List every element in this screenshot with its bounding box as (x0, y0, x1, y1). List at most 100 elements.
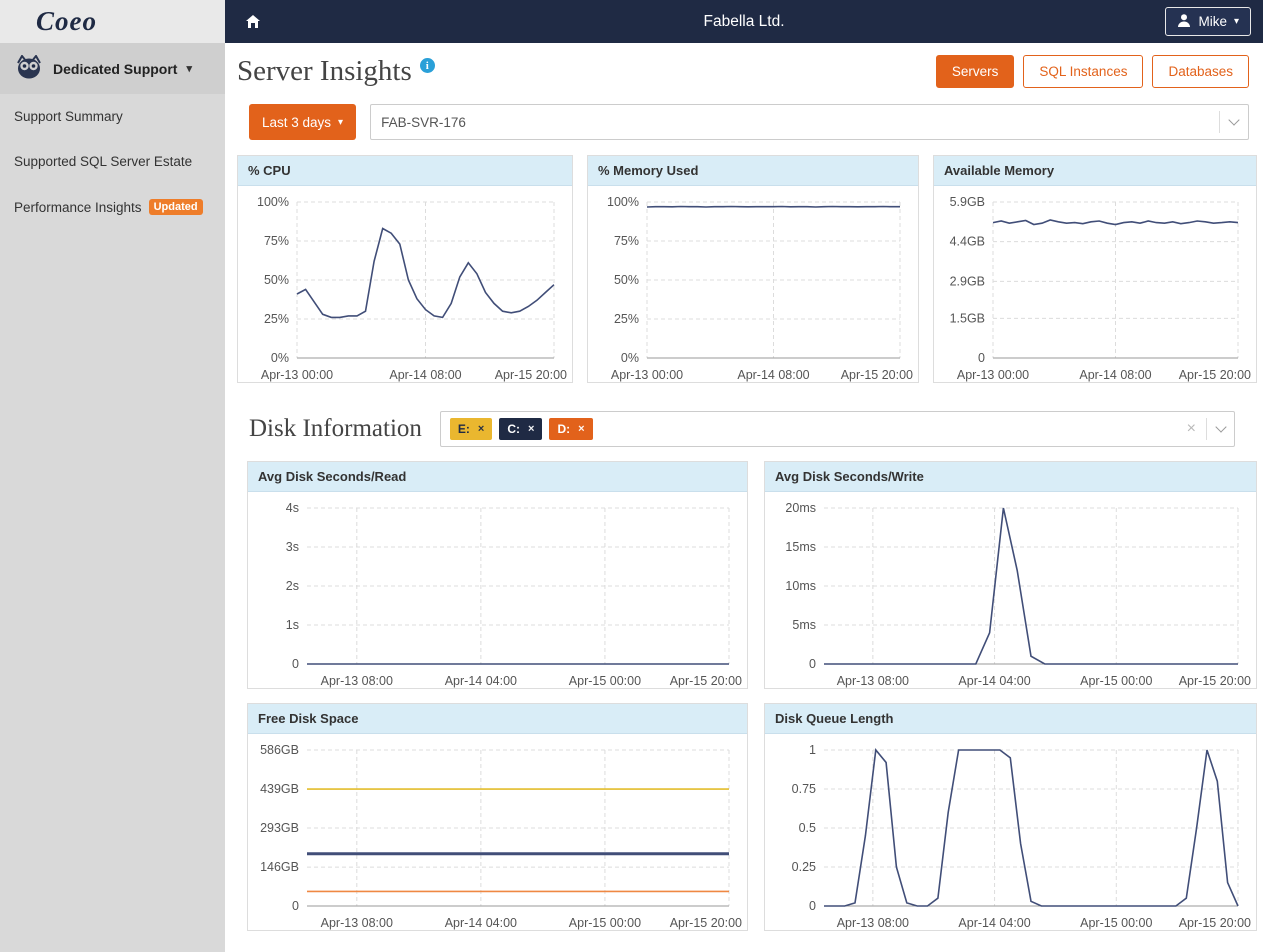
tag-remove-icon[interactable]: × (477, 423, 485, 435)
svg-text:50%: 50% (264, 273, 289, 287)
divider (1219, 111, 1220, 133)
svg-text:Apr-15 20:00: Apr-15 20:00 (1179, 916, 1251, 930)
svg-text:4s: 4s (286, 501, 299, 515)
free-disk-space-chart: 0 146GB 293GB 439GB 586GB Apr-13 08:00 Apr-14 … (248, 734, 747, 930)
sidebar-item-support-summary[interactable]: Support Summary (0, 94, 225, 139)
svg-text:Apr-13 08:00: Apr-13 08:00 (321, 916, 393, 930)
svg-text:Apr-14 08:00: Apr-14 08:00 (1079, 368, 1151, 382)
card-title: % Memory Used (588, 156, 918, 186)
svg-text:Apr-14 04:00: Apr-14 04:00 (958, 916, 1030, 930)
disk-read-chart: 0 1s 2s 3s 4s Apr-13 08:00 Apr-14 04:00 Apr-15 … (248, 492, 747, 688)
chevron-down-icon[interactable] (1228, 114, 1240, 126)
sidebar-item-performance-insights[interactable]: Performance Insights Updated (0, 184, 225, 230)
disk-tag-label: C: (507, 422, 520, 436)
tab-databases[interactable]: Databases (1152, 55, 1249, 88)
svg-text:15ms: 15ms (785, 540, 816, 554)
sidebar-item-supported-sql-server-estate[interactable]: Supported SQL Server Estate (0, 139, 225, 184)
disk-charts-row-2: Free Disk Space 0 146GB 293GB 439GB 586GB Apr… (247, 703, 1257, 931)
svg-text:50%: 50% (614, 273, 639, 287)
svg-text:25%: 25% (264, 312, 289, 326)
svg-text:Apr-13 00:00: Apr-13 00:00 (261, 368, 333, 382)
top-charts-row: % CPU 0% 25% 50% 75% 100% Apr-13 00:00 Apr-14 … (237, 155, 1257, 383)
svg-text:Apr-13 00:00: Apr-13 00:00 (611, 368, 683, 382)
svg-text:0: 0 (292, 899, 299, 913)
server-select[interactable]: FAB-SVR-176 (370, 104, 1249, 140)
svg-text:Apr-13 08:00: Apr-13 08:00 (837, 674, 909, 688)
svg-text:20ms: 20ms (785, 501, 816, 515)
content: Server Insights i Servers SQL Instances … (225, 43, 1263, 931)
svg-text:Apr-15 20:00: Apr-15 20:00 (670, 916, 742, 930)
info-icon[interactable]: i (419, 58, 435, 73)
tab-sql-instances[interactable]: SQL Instances (1023, 55, 1144, 88)
svg-text:0.25: 0.25 (792, 860, 816, 874)
disk-tag-e: E: × (449, 418, 493, 440)
svg-text:Apr-15 20:00: Apr-15 20:00 (1179, 368, 1251, 382)
disk-tag-d: D: × (549, 418, 593, 440)
svg-text:Apr-13 08:00: Apr-13 08:00 (837, 916, 909, 930)
page-title: Server Insights (237, 55, 412, 87)
svg-text:0%: 0% (271, 351, 289, 365)
svg-text:Apr-15 20:00: Apr-15 20:00 (495, 368, 567, 382)
svg-text:439GB: 439GB (260, 782, 299, 796)
svg-text:Apr-14 04:00: Apr-14 04:00 (958, 674, 1030, 688)
svg-text:75%: 75% (264, 234, 289, 248)
sidebar-section-dedicated-support[interactable]: Dedicated Support ▾ (0, 43, 225, 94)
owl-icon (14, 54, 44, 82)
card-title: Available Memory (934, 156, 1256, 186)
svg-text:0: 0 (292, 657, 299, 671)
disk-multiselect[interactable]: E: × C: × D: × × (439, 411, 1235, 447)
svg-text:Apr-14 08:00: Apr-14 08:00 (389, 368, 461, 382)
user-name: Mike (1198, 14, 1227, 29)
disk-section-title: Disk Information (249, 415, 422, 442)
home-icon[interactable] (237, 8, 269, 35)
card-title: Avg Disk Seconds/Read (248, 462, 747, 492)
svg-text:Apr-15 00:00: Apr-15 00:00 (1080, 674, 1152, 688)
svg-text:0%: 0% (621, 351, 639, 365)
disk-queue-card: Disk Queue Length 0 0.25 0.5 0.75 1 Apr-13 08… (764, 703, 1257, 931)
chevron-down-icon: ▾ (1233, 16, 1239, 27)
svg-text:2s: 2s (286, 579, 299, 593)
svg-text:100%: 100% (257, 195, 289, 209)
svg-text:0.75: 0.75 (792, 782, 816, 796)
tag-remove-icon[interactable]: × (528, 423, 535, 435)
server-select-value: FAB-SVR-176 (381, 114, 466, 130)
card-title: Free Disk Space (248, 704, 747, 734)
date-range-button[interactable]: Last 3 days ▾ (249, 104, 357, 140)
topbar: Fabella Ltd. Mike ▾ (225, 0, 1263, 43)
sidebar-item-label: Performance Insights (14, 199, 142, 215)
chevron-down-icon[interactable] (1215, 421, 1227, 433)
available-memory-card: Available Memory 0 1.5GB 2.9GB 4.4GB 5.9GB Ap… (933, 155, 1257, 383)
svg-text:Apr-13 00:00: Apr-13 00:00 (957, 368, 1029, 382)
cpu-chart: 0% 25% 50% 75% 100% Apr-13 00:00 Apr-14 08:00 A… (238, 186, 572, 382)
sidebar: Coeo Dedicated Support ▾ Support Summary (0, 0, 225, 952)
coeo-logo: Coeo (36, 6, 97, 36)
disk-write-card: Avg Disk Seconds/Write 0 5ms 10ms 15ms 20ms A… (764, 461, 1257, 689)
tab-servers[interactable]: Servers (935, 55, 1015, 88)
svg-text:5ms: 5ms (792, 618, 816, 632)
svg-text:Apr-15 20:00: Apr-15 20:00 (670, 674, 742, 688)
company-name: Fabella Ltd. (703, 12, 785, 30)
svg-text:4.4GB: 4.4GB (950, 235, 985, 249)
main-area: Fabella Ltd. Mike ▾ Server Insights i Se… (225, 0, 1263, 952)
chevron-down-icon: ▾ (186, 63, 192, 75)
disk-queue-chart: 0 0.25 0.5 0.75 1 Apr-13 08:00 Apr-14 04:00 Apr… (765, 734, 1256, 930)
tag-remove-icon[interactable]: × (578, 423, 585, 435)
svg-text:Apr-15 20:00: Apr-15 20:00 (841, 368, 913, 382)
svg-text:75%: 75% (614, 234, 639, 248)
svg-text:2.9GB: 2.9GB (950, 274, 985, 288)
sidebar-section-label: Dedicated Support (53, 60, 178, 77)
disk-tag-c: C: × (499, 418, 543, 440)
user-menu-button[interactable]: Mike ▾ (1165, 7, 1251, 36)
svg-text:5.9GB: 5.9GB (950, 195, 985, 209)
svg-text:Apr-15 20:00: Apr-15 20:00 (1179, 674, 1251, 688)
sidebar-nav: Support Summary Supported SQL Server Est… (0, 94, 225, 230)
logo-link[interactable]: Coeo (0, 0, 225, 43)
svg-text:1.5GB: 1.5GB (950, 311, 985, 325)
clear-all-icon[interactable]: × (1186, 420, 1196, 437)
sidebar-item-label: Supported SQL Server Estate (14, 154, 193, 169)
svg-text:1: 1 (809, 743, 816, 757)
card-title: % CPU (238, 156, 572, 186)
svg-text:586GB: 586GB (260, 743, 299, 757)
disk-tag-label: E: (457, 422, 470, 436)
